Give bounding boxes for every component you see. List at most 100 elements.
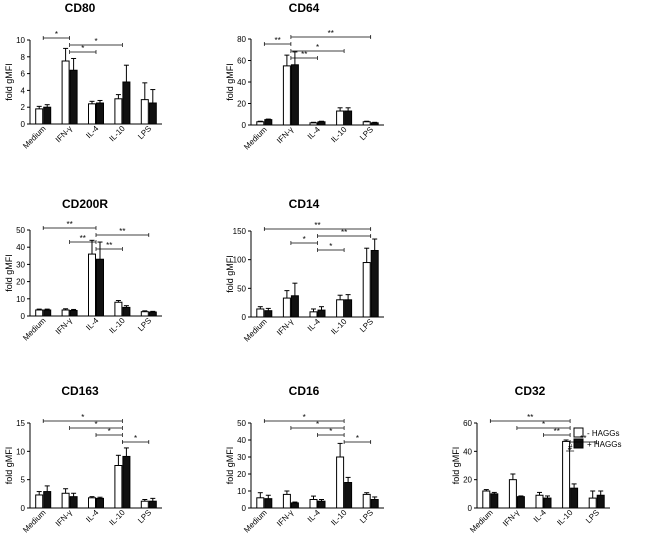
cd14-significance-label: ** (341, 228, 347, 237)
cd200r-category-label-lps: LPS (136, 316, 153, 333)
cd163-category-label-lps: LPS (136, 508, 153, 525)
cd14-category-label-ifn: IFN-γ (275, 317, 295, 337)
cd200r-bar-haggs-lps (148, 311, 157, 317)
cd80-category-label-il-10: IL-10 (108, 124, 128, 144)
cd64-title: CD64 (289, 1, 320, 15)
cd200r-significance-bracket: ** (95, 227, 150, 237)
cd14-significance-bracket: * (290, 235, 318, 245)
cd16-bar-haggs-lps (370, 499, 379, 509)
cd64-bar-haggs-il-10 (336, 110, 345, 126)
legend-swatch-minus-haggs (573, 427, 584, 438)
cd32-y-axis-label: fold gMFI (451, 447, 461, 485)
cd163-bar-haggs-il-4 (88, 497, 96, 509)
cd32-significance-label: ** (554, 427, 560, 436)
cd32-significance-bracket: ** (569, 434, 598, 444)
chart-cd80: CD80 fold gMFI 0 2 4 6 8 10 Medium IFN-γ IL-4 IL-10… (4, 1, 162, 151)
cd16-y-tick-label: 40 (237, 436, 246, 445)
cd163-bar-haggs-lps (140, 500, 149, 509)
cd14-category-label-il-4: IL-4 (306, 317, 323, 334)
cd16-bar-haggs-ifn (290, 502, 299, 509)
cd163-significance-label: * (81, 413, 84, 422)
cd16-y-tick-label: 30 (237, 453, 246, 462)
cd64-bar-haggs-ifn (282, 65, 291, 126)
cd200r-bar-haggs-il-10 (114, 301, 123, 317)
cd163-category-label-medium: Medium (21, 508, 48, 535)
chart-cd14: CD14 fold gMFI 0 50 100 150 Medium IFN-γ IL-4 IL-… (225, 197, 384, 344)
cd16-y-tick-label: 50 (237, 419, 246, 428)
cd200r-title: CD200R (62, 197, 108, 211)
cd163-y-tick-label: 10 (16, 447, 25, 456)
cd163-bar-haggs-il-10 (114, 465, 123, 509)
cd32-category-label-il-10: IL-10 (555, 508, 575, 528)
cd16-title: CD16 (289, 384, 320, 398)
cd64-y-tick-label: 20 (237, 100, 246, 109)
cd200r-bar-haggs-lps (140, 311, 149, 317)
cd16-y-tick-label: 10 (237, 487, 246, 496)
cd32-bar-haggs-medium (482, 490, 491, 509)
cd64-significance-bracket: ** (263, 36, 292, 46)
cd16-bar-haggs-il-10 (344, 482, 353, 509)
cd64-category-label-il-10: IL-10 (329, 125, 349, 145)
cd163-category-label-il-4: IL-4 (84, 508, 101, 525)
cd16-significance-label: * (303, 413, 306, 422)
cd14-significance-label: * (303, 235, 306, 244)
cd200r-bar-haggs-medium (43, 309, 52, 317)
cd80-bar-haggs-il-10 (122, 81, 131, 125)
cd16-significance-label: * (329, 427, 332, 436)
cd16-category-label-ifn: IFN-γ (275, 508, 295, 528)
cd16-category-label-il-4: IL-4 (306, 508, 323, 525)
cd32-significance-bracket: * (516, 420, 571, 430)
cd163-significance-bracket: * (69, 420, 123, 430)
cd32-significance-label: ** (527, 413, 533, 422)
cd200r-significance-label: ** (66, 220, 72, 229)
cd32-bar-haggs-il-10 (570, 487, 579, 509)
cd80-y-tick-label: 0 (21, 120, 26, 129)
cd80-bar-haggs-medium (43, 106, 52, 125)
cd64-bar-haggs-il-4 (317, 121, 326, 126)
cd163-bar-haggs-il-4 (96, 497, 104, 509)
cd163-significance-bracket: * (95, 427, 123, 437)
cd32-category-label-medium: Medium (468, 508, 495, 535)
cd64-significance-bracket: ** (290, 50, 318, 60)
cd200r-category-label-medium: Medium (21, 316, 48, 343)
cd16-bar-haggs-medium (256, 497, 265, 509)
cd200r-significance-label: ** (119, 227, 125, 236)
cd163-significance-label: * (94, 420, 97, 429)
cd200r-bar-haggs-ifn (69, 309, 78, 317)
cd16-significance-label: * (356, 434, 359, 443)
cd14-significance-label: ** (314, 221, 320, 230)
cd163-category-label-il-10: IL-10 (108, 508, 128, 528)
cd163-bar-haggs-ifn (69, 496, 78, 509)
cd16-category-label-il-10: IL-10 (329, 508, 349, 528)
cd80-bar-haggs-il-4 (96, 102, 104, 125)
cd14-significance-bracket: * (317, 242, 345, 252)
cd16-significance-bracket: * (343, 434, 372, 444)
chart-cd32: CD32 fold gMFI 0 20 40 60 Medium IFN-γ IL-4 IL-10… (451, 384, 610, 535)
cd14-bar-haggs-medium (256, 308, 265, 318)
cd80-significance-label: * (81, 44, 84, 53)
cd200r-bar-haggs-ifn (61, 309, 70, 317)
cd163-category-label-ifn: IFN-γ (54, 508, 74, 528)
cd200r-bar-haggs-il-10 (122, 306, 131, 317)
cd80-y-tick-label: 6 (21, 70, 26, 79)
cd16-category-label-lps: LPS (358, 508, 375, 525)
cd200r-category-label-il-4: IL-4 (84, 316, 101, 333)
cd200r-bar-haggs-il-4 (88, 253, 96, 317)
cd64-significance-bracket: ** (290, 29, 372, 39)
cd80-significance-bracket: * (69, 44, 97, 54)
cd163-title: CD163 (61, 384, 99, 398)
cd16-category-label-medium: Medium (242, 508, 269, 535)
cd16-significance-bracket: * (290, 420, 345, 430)
cd163-bar-haggs-il-10 (122, 455, 131, 509)
cd16-y-tick-label: 20 (237, 470, 246, 479)
cd200r-bar-haggs-medium (35, 309, 44, 317)
cd32-y-tick-label: 40 (463, 447, 472, 456)
cd64-bar-haggs-il-4 (309, 122, 318, 126)
cd16-significance-bracket: * (263, 413, 345, 423)
cd163-y-tick-label: 0 (21, 504, 26, 513)
cd32-significance-label: * (542, 420, 545, 429)
cd14-bar-haggs-lps (362, 262, 371, 318)
cd64-bar-haggs-lps (370, 122, 379, 126)
cd200r-y-tick-label: 10 (16, 295, 25, 304)
